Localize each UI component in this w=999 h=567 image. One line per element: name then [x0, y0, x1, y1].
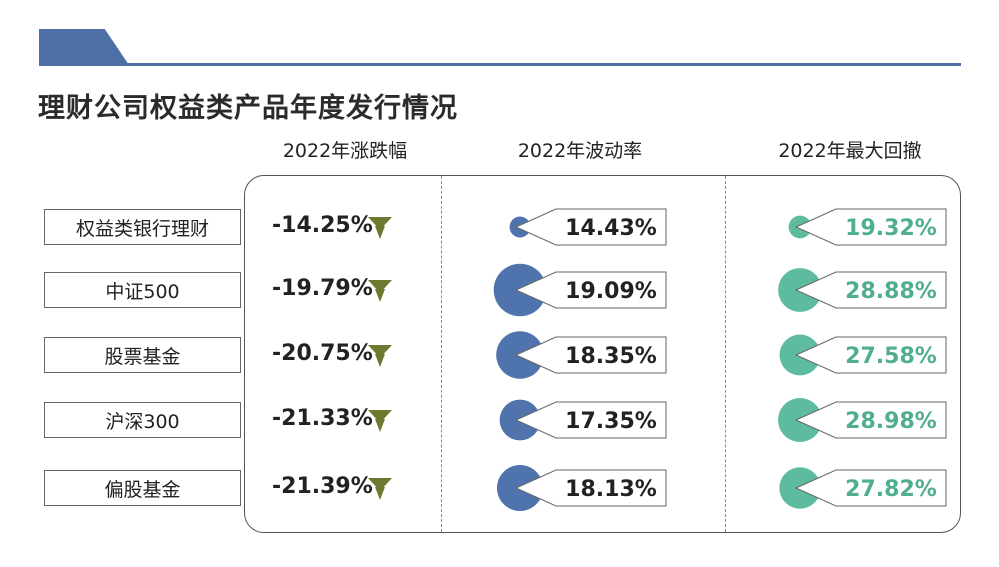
drawdown-callout-box [794, 336, 947, 374]
change-value: -21.33% [272, 406, 373, 431]
drawdown-value: 28.98% [845, 409, 937, 434]
page-title: 理财公司权益类产品年度发行情况 [38, 93, 458, 124]
row-label: 股票基金 [44, 337, 241, 373]
header-accent-tab [39, 29, 129, 65]
down-arrow-icon [368, 345, 392, 367]
down-arrow-icon [368, 478, 392, 500]
volatility-marker: 18.35% [496, 331, 667, 379]
column-header-volatility: 2022年波动率 [517, 140, 643, 162]
volatility-value: 17.35% [565, 409, 657, 434]
row-label: 权益类银行理财 [44, 209, 241, 245]
drawdown-marker: 28.98% [778, 398, 947, 442]
row-label: 沪深300 [44, 402, 241, 438]
column-divider [441, 176, 442, 532]
row-label: 中证500 [44, 272, 241, 308]
volatility-callout-box [514, 401, 667, 439]
column-header-change: 2022年涨跌幅 [282, 140, 408, 162]
volatility-marker: 17.35% [499, 399, 667, 441]
volatility-marker: 19.09% [493, 263, 667, 317]
change-value: -19.79% [272, 276, 373, 301]
change-value: -20.75% [272, 341, 373, 366]
change-value: -21.39% [272, 474, 373, 499]
data-panel [244, 175, 961, 533]
volatility-callout-box [514, 271, 667, 309]
drawdown-marker: 27.82% [779, 467, 947, 509]
down-arrow-icon [368, 280, 392, 302]
down-arrow-icon [368, 410, 392, 432]
drawdown-value: 28.88% [845, 279, 937, 304]
change-value: -14.25% [272, 213, 373, 238]
volatility-marker: 14.43% [509, 208, 667, 246]
drawdown-marker: 27.58% [779, 334, 947, 376]
header-rule [39, 63, 961, 66]
drawdown-marker: 28.88% [778, 268, 947, 312]
volatility-callout-box [514, 336, 667, 374]
volatility-callout-box [514, 208, 667, 246]
volatility-callout-box [514, 469, 667, 507]
column-divider [725, 176, 726, 532]
down-arrow-icon [368, 217, 392, 239]
drawdown-value: 27.82% [845, 477, 937, 502]
volatility-value: 19.09% [565, 279, 657, 304]
volatility-marker: 18.13% [496, 464, 667, 512]
drawdown-callout-box [794, 469, 947, 507]
volatility-value: 14.43% [565, 216, 657, 241]
drawdown-value: 27.58% [845, 344, 937, 369]
drawdown-marker: 19.32% [788, 208, 947, 246]
drawdown-callout-box [794, 401, 947, 439]
row-label: 偏股基金 [44, 470, 241, 506]
drawdown-value: 19.32% [845, 216, 937, 241]
volatility-value: 18.13% [565, 477, 657, 502]
drawdown-callout-box [794, 271, 947, 309]
drawdown-callout-box [794, 208, 947, 246]
volatility-value: 18.35% [565, 344, 657, 369]
column-header-drawdown: 2022年最大回撤 [778, 140, 922, 162]
